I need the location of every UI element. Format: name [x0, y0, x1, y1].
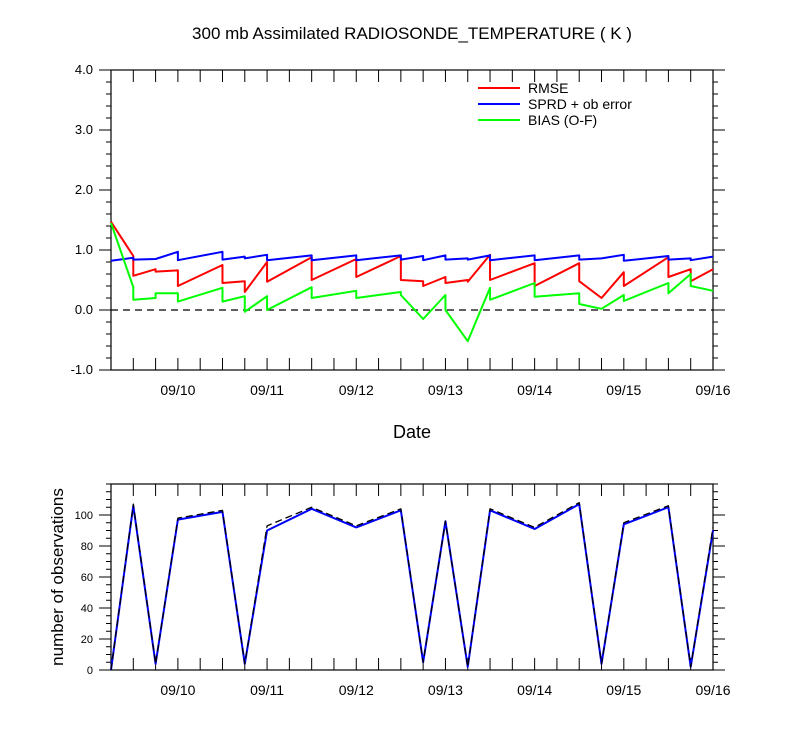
observation-count-panel: 09/10 09/11 09/12 09/13 09/14 09/15 09/16 0 20 40… [75, 483, 731, 698]
y-tick-label: 80 [81, 541, 93, 553]
y-tick-label: 0 [87, 665, 93, 677]
y-tick-label: 20 [81, 634, 93, 646]
x-tick-label: 09/11 [250, 682, 284, 698]
x-tick-label: 09/13 [428, 682, 463, 698]
y-tick-label: 4.0 [75, 62, 93, 77]
x-tick-label: 09/14 [517, 382, 552, 398]
legend-label: RMSE [528, 80, 568, 96]
series-line-bias-o-f [110, 222, 714, 343]
plot-frame [110, 69, 714, 371]
y-tick-label: 1.0 [75, 242, 93, 257]
y-tick-label: 60 [81, 572, 93, 584]
x-tick-label: 09/14 [517, 682, 552, 698]
series-line-sprd-ob-error [110, 250, 714, 262]
series-line-obs-possible [110, 501, 714, 671]
x-tick-label: 09/16 [695, 682, 730, 698]
y-tick-label: 0.0 [75, 302, 93, 317]
chart-title: 300 mb Assimilated RADIOSONDE_TEMPERATUR… [192, 24, 632, 43]
x-tick-label: 09/15 [606, 682, 641, 698]
y-tick-label: 3.0 [75, 122, 93, 137]
x-tick-label: 09/12 [339, 382, 374, 398]
y-tick-label: 40 [81, 603, 93, 615]
y-axis-label-observations: number of observations [48, 488, 67, 666]
x-tick-label: 09/13 [428, 382, 463, 398]
x-tick-label: 09/10 [160, 382, 195, 398]
y-tick-label: -1.0 [71, 362, 93, 377]
x-tick-label: 09/12 [339, 682, 374, 698]
legend-label: SPRD + ob error [528, 96, 632, 112]
series-line-rmse [110, 221, 714, 299]
y-tick-label: 2.0 [75, 182, 93, 197]
x-tick-label: 09/16 [695, 382, 730, 398]
plot-frame [110, 483, 714, 671]
x-tick-label: 09/11 [250, 382, 284, 398]
x-tick-label: 09/10 [160, 682, 195, 698]
legend-label: BIAS (O-F) [528, 112, 597, 128]
rmse-spread-bias-panel: 09/10 09/11 09/12 09/13 09/14 09/15 09/16 -1.0 0… [71, 62, 731, 398]
x-axis-label-date: Date [393, 422, 431, 442]
x-tick-label: 09/15 [606, 382, 641, 398]
y-tick-label: 100 [75, 510, 93, 522]
